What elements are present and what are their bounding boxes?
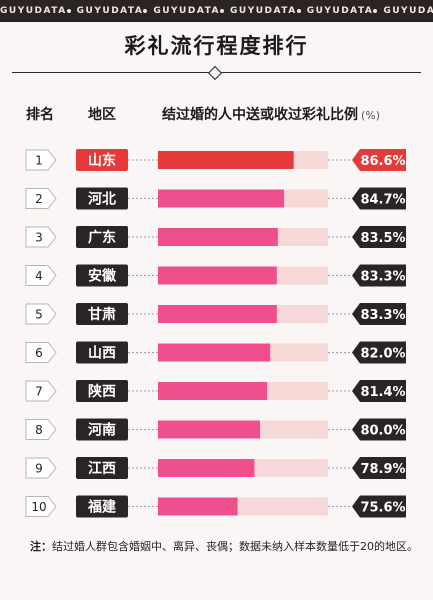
rank-tag [25,265,57,286]
rank-label: 2 [35,192,43,206]
region-label: 陕西 [88,383,116,400]
region-label: 河南 [88,422,116,439]
brand-band-item: GUYUDATA [143,6,220,16]
rank-tag [25,226,57,248]
brand-band-text: GUYUDATA [153,6,221,16]
region-box [76,495,128,518]
brand-band: GUYUDATA GUYUDATA GUYUDATA GUYUDATA GUYUDATA… [0,0,433,22]
rank-tag [25,380,57,402]
value-tag [352,187,406,210]
region-box [76,187,128,210]
region-box [76,149,128,171]
header-metric-label: 结过婚的人中送或收过彩礼比例 [162,107,358,123]
region-box [76,341,128,364]
region-box [76,264,128,287]
region-label: 安徽 [88,268,117,285]
brand-band-item: GUYUDATA [373,6,433,16]
header-rank: 排名 [26,107,54,123]
dot-icon [220,9,225,13]
bar [158,228,278,246]
value-label: 81.4% [360,385,405,400]
value-tag [352,226,406,248]
region-label: 山西 [88,346,116,362]
rank-tag [25,419,57,440]
region-label: 甘肃 [88,306,116,323]
value-label: 82.0% [360,347,405,362]
rank-tag [25,342,57,363]
bar [158,266,277,285]
value-tag [352,149,406,171]
dot-icon [143,9,148,13]
region-label: 广东 [88,229,116,246]
brand-band-text: GUYUDATA [230,6,297,16]
rank-label: 1 [35,154,43,168]
brand-band-text: GUYUDATA [76,6,144,16]
footnote: 注：结过婚人群包含婚姻中、离异、丧偶；数据未纳入样本数量低于20的地区。 [30,538,420,556]
rank-label: 10 [31,500,46,514]
value-label: 80.0% [360,424,405,439]
footnote-label: 注： [30,540,52,553]
brand-band-text: GUYUDATA [306,6,374,16]
region-box [76,380,128,402]
region-label: 河北 [88,191,116,208]
region-label: 山东 [88,152,116,169]
rank-label: 3 [35,231,43,245]
brand-band-text: GUYUDATA [0,6,67,16]
rank-tag [25,457,57,479]
brand-band-item: GUYUDATA [220,6,297,16]
region-box [76,303,128,325]
region-label: 江西 [88,460,116,477]
rank-label: 7 [35,385,43,399]
value-label: 75.6% [360,501,405,516]
region-box [76,418,128,441]
bar [158,459,255,477]
rank-label: 9 [35,462,43,476]
value-label: 84.7% [360,193,405,208]
page-title: 彩礼流行程度排行 [124,34,309,58]
header-region: 地区 [88,107,116,123]
rank-tag [25,303,57,325]
value-tag [352,418,406,441]
footnote-text: 结过婚人群包含婚姻中、离异、丧偶；数据未纳入样本数量低于20的地区。 [52,540,418,553]
region-box [76,457,128,479]
bar [158,189,284,208]
rank-label: 8 [35,423,43,437]
value-tag [352,495,406,518]
value-tag [352,380,406,402]
value-label: 86.6% [360,154,405,169]
value-tag [352,303,406,325]
dot-icon [373,9,378,13]
bar [158,497,238,516]
value-tag [352,341,406,364]
rank-tag [25,496,57,517]
brand-band-item: GUYUDATA [66,6,144,16]
region-label: 福建 [87,499,116,516]
rank-tag [25,149,57,171]
header-unit: (%) [361,109,381,122]
bar [158,382,268,400]
brand-band-item: GUYUDATA [0,6,67,16]
value-label: 83.3% [360,270,405,285]
bar [158,305,277,323]
brand-band-item: GUYUDATA [296,6,374,16]
bar [158,151,294,169]
value-tag [352,264,406,287]
value-label: 78.9% [360,462,405,477]
header-metric: 结过婚的人中送或收过彩礼比例 (%) [162,104,380,124]
bar [158,343,271,362]
rank-label: 5 [35,308,43,322]
rank-label: 6 [35,346,43,360]
region-box [76,226,128,248]
dot-icon [66,9,71,13]
dot-icon [296,9,301,13]
brand-band-text: GUYUDATA [383,6,433,16]
value-label: 83.5% [360,231,405,246]
rank-tag [25,188,57,209]
bar [158,420,260,439]
value-tag [352,457,406,479]
value-label: 83.3% [360,308,405,323]
rank-label: 4 [35,269,43,283]
